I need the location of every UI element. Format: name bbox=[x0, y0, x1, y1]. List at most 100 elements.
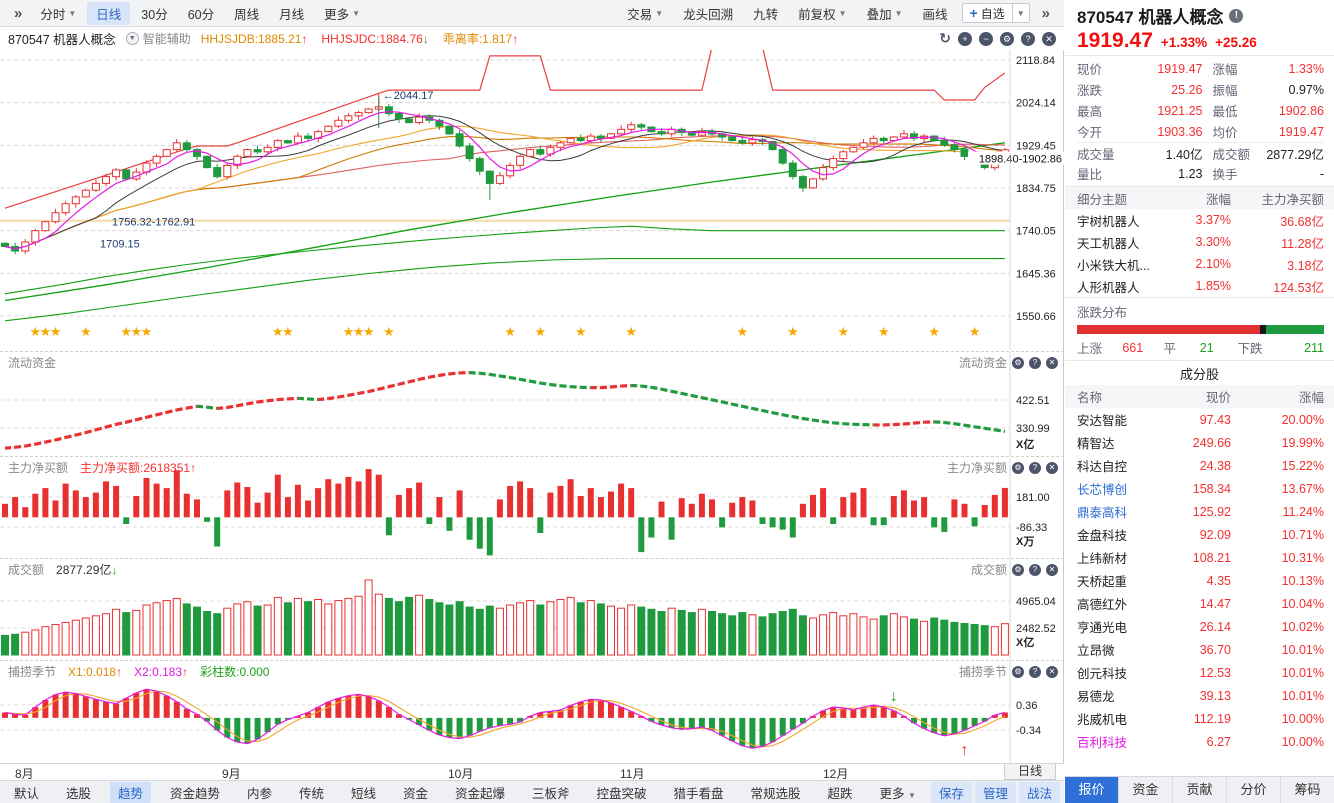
svg-text:2482.52: 2482.52 bbox=[1016, 623, 1056, 635]
help-icon[interactable]: ? bbox=[1029, 461, 1041, 474]
tab-更多[interactable]: 更多 ▼ bbox=[324, 7, 361, 22]
constituent-row[interactable]: 上纬新材 108.21 10.31% bbox=[1077, 550, 1324, 567]
tool-龙头回溯[interactable]: 龙头回溯 bbox=[683, 7, 734, 22]
close-icon[interactable]: ✕ bbox=[1046, 461, 1058, 474]
svg-text:↑: ↑ bbox=[961, 742, 969, 759]
svg-text:1834.75: 1834.75 bbox=[1016, 183, 1056, 195]
indicator-values: HHJSJDB:1885.21↑ HHJSJDC:1884.76↓ 乖离率:1.81… bbox=[201, 30, 532, 47]
gear-icon[interactable]: ⚙ bbox=[1012, 563, 1024, 576]
tab-月线[interactable]: 月线 bbox=[279, 7, 305, 22]
quote-tab-贡献[interactable]: 贡献 bbox=[1173, 777, 1227, 803]
help-icon[interactable]: ? bbox=[1029, 356, 1041, 369]
netbuy-panel[interactable]: 主力净买额 主力净买额:2618351↑ 主力净买额 ⚙ ? ✕ 181.00-… bbox=[0, 456, 1064, 558]
quote-tab-资金[interactable]: 资金 bbox=[1119, 777, 1173, 803]
tool-交易[interactable]: 交易 ▼ bbox=[627, 7, 664, 22]
subtheme-row[interactable]: 小米铁大机... 2.10% 3.18亿 bbox=[1077, 257, 1324, 273]
strategy-tab-资金起爆[interactable]: 资金起爆 bbox=[455, 786, 506, 801]
tab-60分[interactable]: 60分 bbox=[187, 7, 215, 22]
constituent-row[interactable]: 立昂微 36.70 10.01% bbox=[1077, 642, 1324, 659]
quote-tab-筹码[interactable]: 筹码 bbox=[1281, 777, 1334, 803]
netbuy-title-right: 主力净买额 bbox=[946, 461, 1007, 475]
add-favorite-button[interactable]: + 自选 ▼ bbox=[961, 3, 1030, 23]
strategy-tab-常规选股[interactable]: 常规选股 bbox=[750, 786, 801, 801]
tool-九转[interactable]: 九转 bbox=[753, 7, 779, 22]
tool-前复权[interactable]: 前复权 ▼ bbox=[798, 7, 847, 22]
main-chart-svg[interactable]: 2118.84 2024.14 1929.45 1834.75 1740.05 1645.… bbox=[0, 50, 1064, 350]
constituents-title: 成分股 bbox=[1179, 367, 1219, 382]
oscillator-panel[interactable]: 捕捞季节 X1:0.018↑ X2:0.183↑ 彩柱数:0.000 捕捞季节 … bbox=[0, 660, 1064, 763]
flow-panel[interactable]: 流动资金 流动资金 ⚙ ? ✕ 422.51 330.99 X亿 bbox=[0, 351, 1064, 456]
month-label: 12月 bbox=[823, 767, 849, 781]
expand-panel-icon[interactable]: » bbox=[14, 4, 23, 22]
strategy-tab-超跌[interactable]: 超跌 bbox=[827, 786, 853, 801]
constituent-row[interactable]: 易德龙 39.13 10.01% bbox=[1077, 688, 1324, 705]
tab-30分[interactable]: 30分 bbox=[141, 7, 168, 22]
constituent-row[interactable]: 科达自控 24.38 15.22% bbox=[1077, 458, 1324, 475]
gear-icon[interactable]: ⚙ bbox=[1000, 31, 1014, 46]
strategy-tab-资金[interactable]: 资金 bbox=[403, 786, 429, 801]
zoom-in-icon[interactable]: + bbox=[958, 31, 972, 46]
action-战法[interactable]: 战法 bbox=[1018, 781, 1060, 803]
constituent-row[interactable]: 鼎泰高科 125.92 11.24% bbox=[1077, 504, 1324, 521]
smart-assistant-toggle[interactable]: ▼ 智能辅助 bbox=[125, 30, 191, 47]
subtheme-row[interactable]: 人形机器人 1.85% 124.53亿 bbox=[1077, 279, 1324, 295]
close-icon[interactable]: ✕ bbox=[1042, 31, 1056, 46]
tab-周线[interactable]: 周线 bbox=[234, 7, 260, 22]
indicator-label: HHJSJDB:1885.21↑ bbox=[200, 32, 308, 46]
constituent-row[interactable]: 创元科技 12.53 10.01% bbox=[1077, 665, 1324, 682]
quote-tabs: 报价 资金 贡献 分价 筹码 bbox=[1065, 776, 1334, 803]
strategy-tab-短线[interactable]: 短线 bbox=[351, 786, 377, 801]
svg-text:★: ★ bbox=[838, 324, 850, 339]
constituent-row[interactable]: 亨通光电 26.14 10.02% bbox=[1077, 619, 1324, 636]
strategy-tab-内参[interactable]: 内参 bbox=[247, 786, 273, 801]
help-icon[interactable]: ? bbox=[1029, 563, 1041, 576]
action-管理[interactable]: 管理 bbox=[974, 781, 1016, 803]
gear-icon[interactable]: ⚙ bbox=[1012, 461, 1024, 474]
close-icon[interactable]: ✕ bbox=[1046, 563, 1058, 576]
bottom-toolbar: 默认 选股 趋势 资金趋势 内参 传统 短线 资金 资金起爆 三板斧 控盘突破 猎手看盘 常规选股 超跌 更… bbox=[0, 780, 1064, 803]
chevron-down-icon: ▼ bbox=[655, 8, 664, 18]
refresh-icon[interactable]: ↻ bbox=[939, 30, 951, 46]
tab-日线[interactable]: 日线 bbox=[87, 1, 131, 25]
strategy-tab-三板斧[interactable]: 三板斧 bbox=[532, 786, 570, 801]
quote-tab-报价[interactable]: 报价 bbox=[1065, 777, 1119, 803]
period-indicator[interactable]: 日线 bbox=[1004, 764, 1056, 780]
toolbar-overflow-icon[interactable]: » bbox=[1041, 4, 1050, 22]
zoom-out-icon[interactable]: − bbox=[979, 31, 993, 46]
info-icon[interactable]: ! bbox=[1229, 8, 1244, 23]
gear-icon[interactable]: ⚙ bbox=[1012, 356, 1024, 369]
constituent-row[interactable]: 高德红外 14.47 10.04% bbox=[1077, 596, 1324, 613]
strategy-tab-默认[interactable]: 默认 bbox=[14, 786, 40, 801]
close-icon[interactable]: ✕ bbox=[1046, 356, 1058, 369]
strategy-tab-趋势[interactable]: 趋势 bbox=[110, 781, 152, 803]
help-icon[interactable]: ? bbox=[1029, 665, 1041, 678]
strategy-tab-传统[interactable]: 传统 bbox=[299, 786, 325, 801]
help-icon[interactable]: ? bbox=[1021, 31, 1035, 46]
constituent-row[interactable]: 天桥起重 4.35 10.13% bbox=[1077, 573, 1324, 590]
strategy-tab-猎手看盘[interactable]: 猎手看盘 bbox=[673, 786, 724, 801]
constituent-row[interactable]: 安达智能 97.43 20.00% bbox=[1077, 412, 1324, 429]
gear-icon[interactable]: ⚙ bbox=[1012, 665, 1024, 678]
tab-分时[interactable]: 分时 ▼ bbox=[40, 7, 77, 22]
quote-tab-分价[interactable]: 分价 bbox=[1227, 777, 1281, 803]
tool-画线[interactable]: 画线 bbox=[922, 7, 948, 22]
constituent-row[interactable]: 长芯博创 158.34 13.67% bbox=[1077, 481, 1324, 498]
close-icon[interactable]: ✕ bbox=[1046, 665, 1058, 678]
subtheme-row[interactable]: 天工机器人 3.30% 11.28亿 bbox=[1077, 235, 1324, 251]
main-candlestick-chart[interactable]: 2118.84 2024.14 1929.45 1834.75 1740.05 1645.… bbox=[0, 50, 1064, 350]
action-保存[interactable]: 保存 bbox=[930, 781, 972, 803]
tool-叠加[interactable]: 叠加 ▼ bbox=[866, 7, 903, 22]
constituent-row[interactable]: 金盘科技 92.09 10.71% bbox=[1077, 527, 1324, 544]
strategy-tab-选股[interactable]: 选股 bbox=[66, 786, 92, 801]
strategy-more-button[interactable]: 更多 ▼ bbox=[879, 786, 916, 801]
favorite-dropdown-caret[interactable]: ▼ bbox=[1011, 4, 1029, 22]
constituent-row[interactable]: 兆威机电 112.19 10.00% bbox=[1077, 711, 1324, 728]
strategy-tab-资金趋势[interactable]: 资金趋势 bbox=[170, 786, 221, 801]
subtheme-row[interactable]: 宇树机器人 3.37% 36.68亿 bbox=[1077, 213, 1324, 229]
constituent-row[interactable]: 百利科技 6.27 10.00% bbox=[1077, 734, 1324, 751]
turnover-panel[interactable]: 成交额 2877.29亿↓ 成交额 ⚙ ? ✕ 4965.04 2482.52 X亿 bbox=[0, 558, 1064, 660]
chevron-down-icon: ▼ bbox=[894, 8, 903, 18]
constituent-row[interactable]: 精智达 249.66 19.99% bbox=[1077, 435, 1324, 452]
strategy-tab-控盘突破[interactable]: 控盘突破 bbox=[596, 786, 647, 801]
